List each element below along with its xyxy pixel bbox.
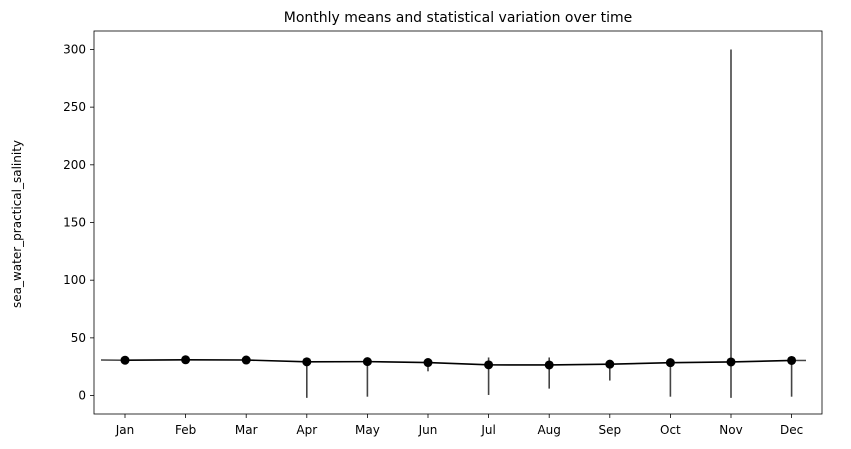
data-point <box>544 360 554 370</box>
data-point <box>362 357 372 367</box>
data-point <box>484 360 494 370</box>
data-point <box>120 355 130 365</box>
x-tick-label: Nov <box>719 423 742 437</box>
data-point <box>787 355 797 365</box>
x-tick-label: Jan <box>115 423 135 437</box>
data-point <box>302 357 312 367</box>
x-tick-label: Oct <box>660 423 681 437</box>
data-point <box>181 355 191 365</box>
chart-title: Monthly means and statistical variation … <box>284 10 632 26</box>
x-tick-label: Apr <box>296 423 317 437</box>
data-point <box>605 359 615 369</box>
series-line <box>124 358 792 366</box>
x-tick-label: Jun <box>418 423 438 437</box>
x-tick-label: Aug <box>537 423 560 437</box>
data-point <box>726 357 736 367</box>
plot-frame <box>93 30 823 415</box>
y-tick-label: 200 <box>63 158 86 172</box>
y-tick-label: 100 <box>63 273 86 287</box>
data-point <box>423 358 433 368</box>
y-tick-label: 300 <box>63 42 86 56</box>
x-tick-label: Dec <box>780 423 803 437</box>
x-tick-label: Mar <box>235 423 258 437</box>
plot-area: 0 50 100 150 200 250 300 Jan Feb Mar Apr May Jun Jul A… <box>63 42 806 437</box>
x-tick-label: Feb <box>175 423 196 437</box>
x-tick-label: Sep <box>598 423 621 437</box>
x-tick-label: May <box>355 423 380 437</box>
y-tick-label: 250 <box>63 100 86 114</box>
x-tick-label: Jul <box>480 423 495 437</box>
data-point <box>665 358 675 368</box>
y-tick-label: 0 <box>78 389 86 403</box>
y-tick-label: 150 <box>63 216 86 230</box>
y-tick-label: 50 <box>71 331 86 345</box>
data-point <box>241 355 251 365</box>
y-axis-label: sea_water_practical_salinity <box>10 140 24 308</box>
